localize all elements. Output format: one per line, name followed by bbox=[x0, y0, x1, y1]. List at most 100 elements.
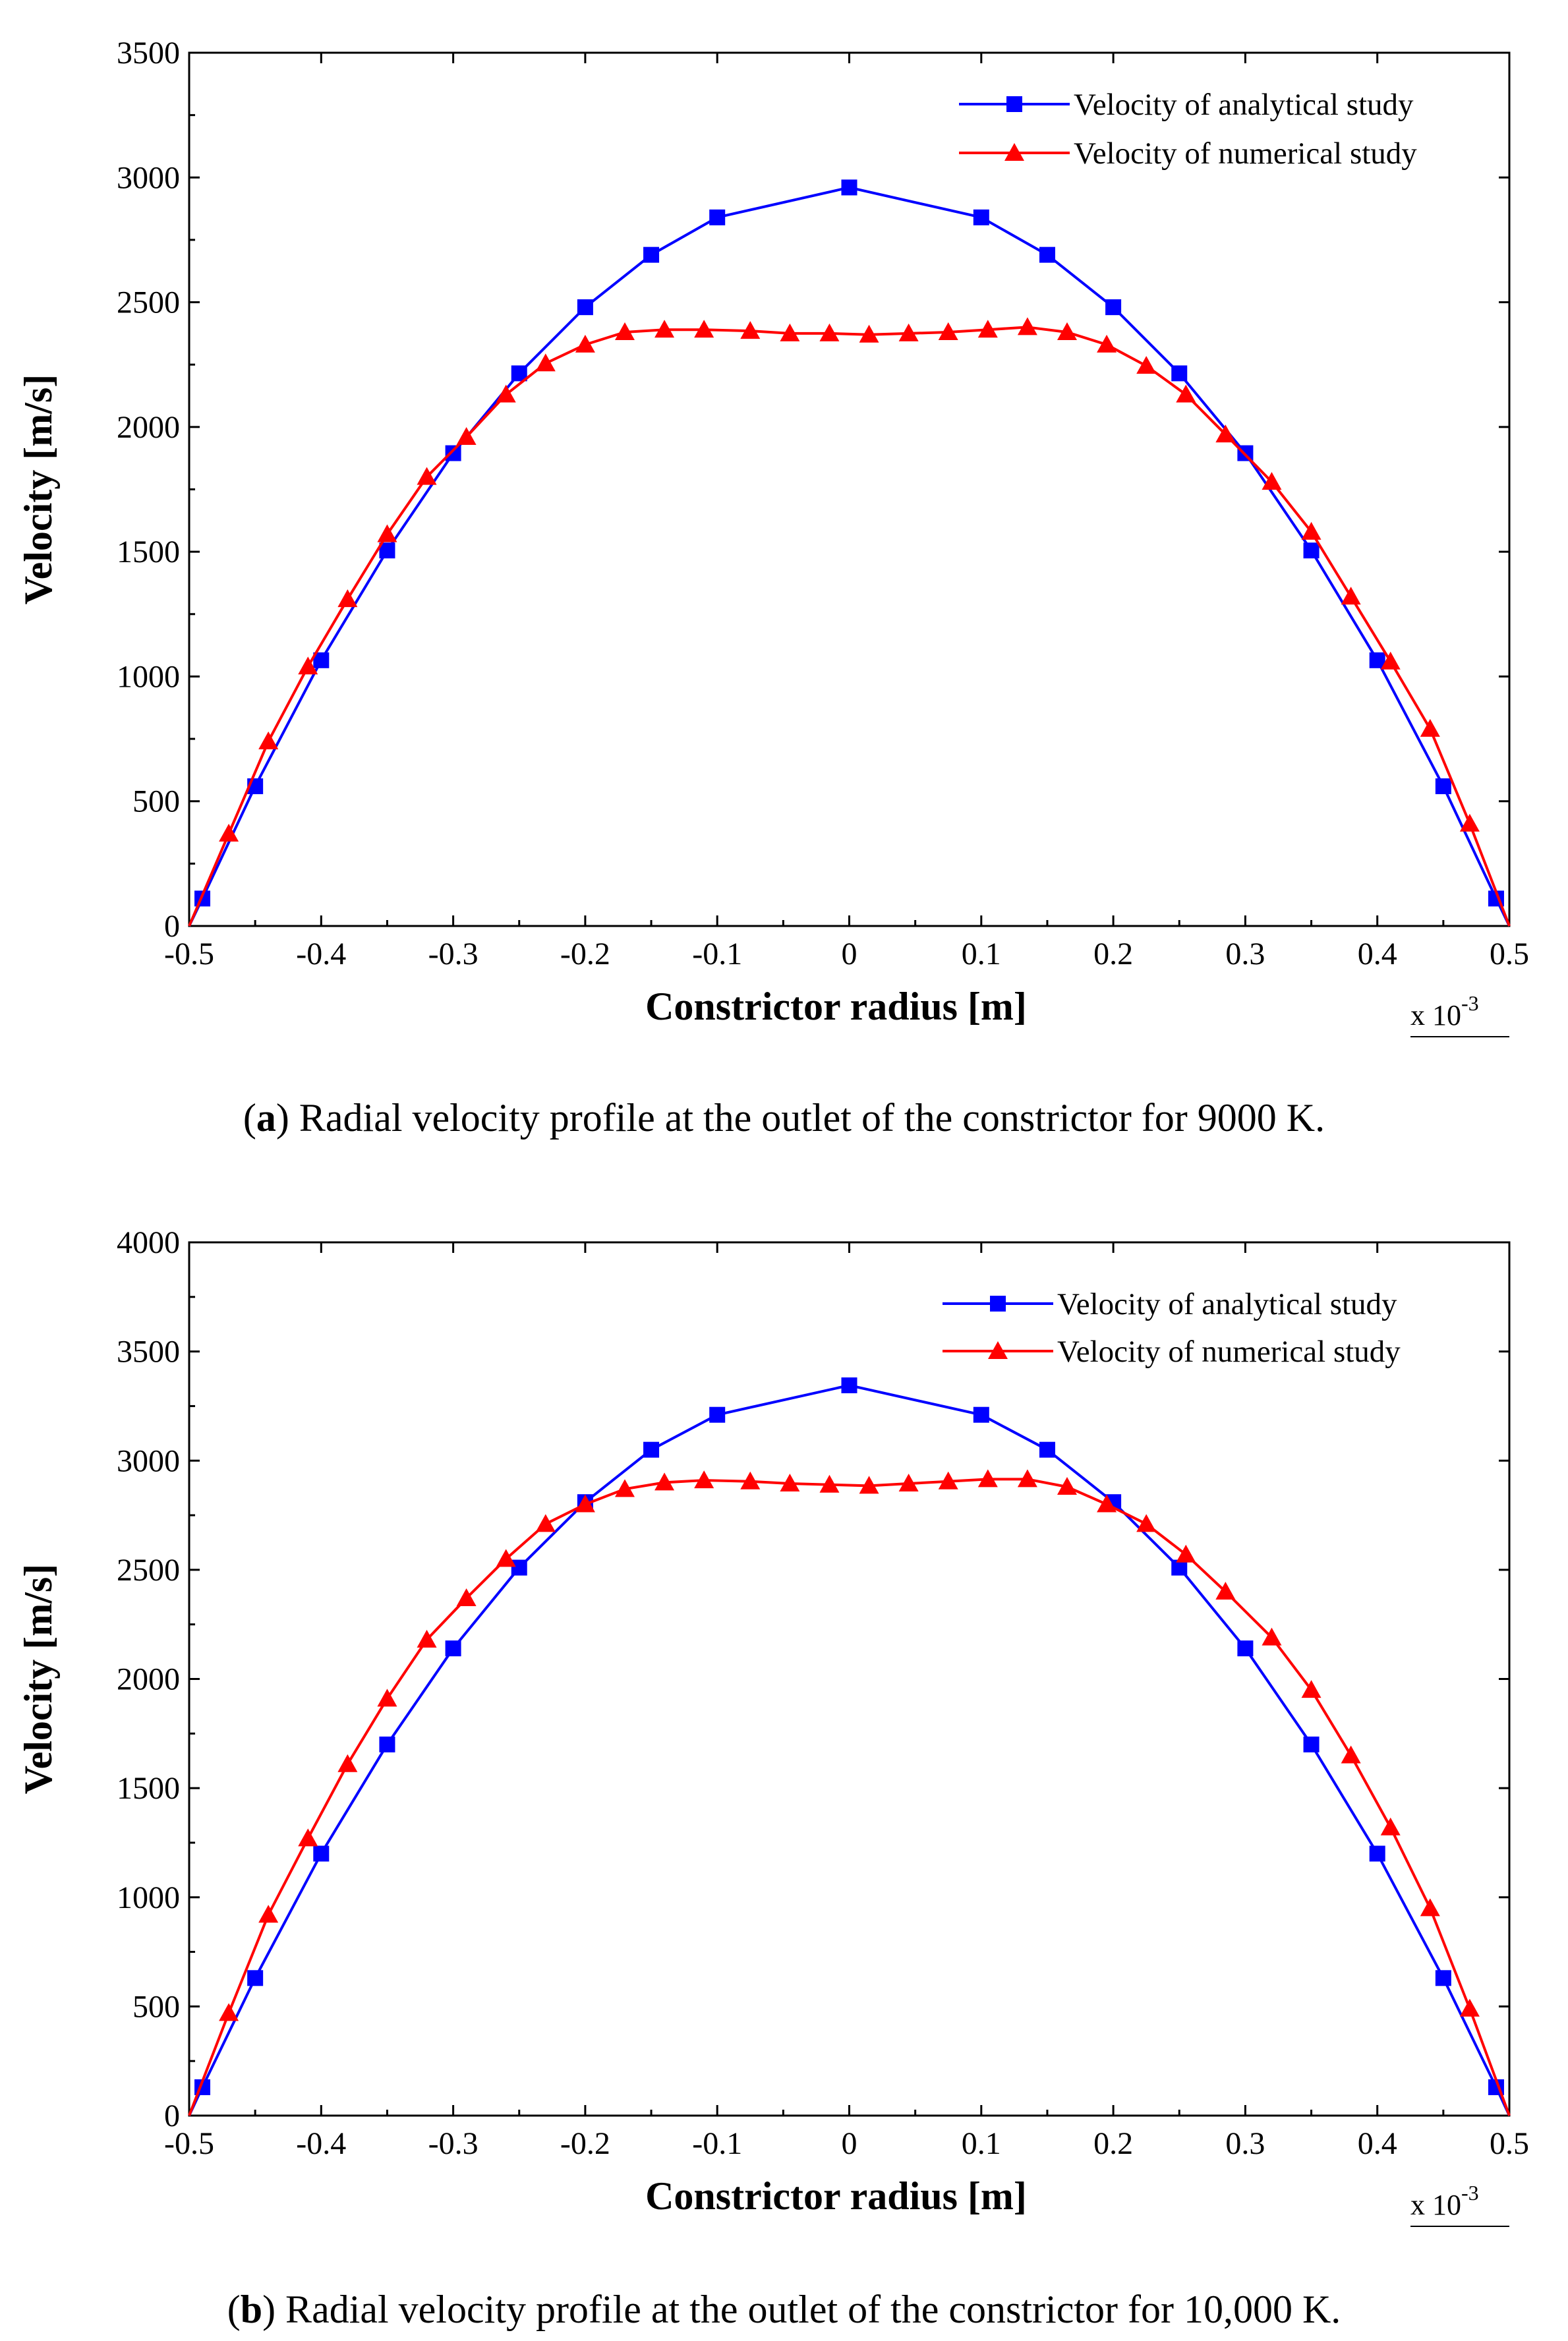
data-point-numerical bbox=[694, 1470, 714, 1489]
data-point-numerical bbox=[654, 1472, 675, 1491]
x-tick-label: 0.4 bbox=[1358, 937, 1397, 971]
y-tick-label: 500 bbox=[132, 1989, 180, 2024]
data-point-numerical bbox=[377, 524, 397, 542]
data-point-numerical bbox=[1097, 1494, 1117, 1513]
y-tick-label: 2000 bbox=[117, 410, 180, 445]
data-point-analytical bbox=[511, 1559, 527, 1576]
x-tick-label: -0.1 bbox=[692, 937, 742, 971]
data-point-analytical bbox=[973, 209, 989, 225]
y-tick-label: 3000 bbox=[117, 1443, 180, 1478]
x-tick-label: 0.1 bbox=[962, 2126, 1001, 2161]
data-point-analytical bbox=[973, 1406, 989, 1423]
y-axis-title: Velocity [m/s] bbox=[16, 374, 60, 604]
data-point-numerical bbox=[298, 1828, 318, 1847]
y-tick-label: 2500 bbox=[117, 1553, 180, 1588]
data-point-numerical bbox=[337, 589, 358, 608]
caption-a-text: ) Radial velocity profile at the outlet … bbox=[276, 1096, 1325, 1140]
data-point-numerical bbox=[1262, 472, 1282, 490]
x-multiplier: x 10-3 bbox=[1410, 991, 1479, 1031]
data-point-analytical bbox=[1039, 246, 1055, 263]
x-tick-label: -0.4 bbox=[296, 937, 346, 971]
data-point-numerical bbox=[1136, 356, 1157, 374]
data-point-numerical bbox=[1341, 587, 1361, 605]
data-point-analytical bbox=[1039, 1441, 1055, 1458]
data-point-numerical bbox=[1420, 718, 1440, 737]
data-point-analytical bbox=[643, 1441, 660, 1458]
series-analytical bbox=[188, 179, 1511, 927]
data-point-numerical bbox=[898, 1474, 919, 1492]
legend-label: Velocity of analytical study bbox=[1074, 88, 1414, 122]
y-tick-label: 2500 bbox=[117, 285, 180, 320]
series-numerical bbox=[188, 317, 1511, 927]
data-point-numerical bbox=[496, 384, 516, 403]
data-point-analytical bbox=[445, 1640, 461, 1657]
plot-frame bbox=[188, 1241, 1511, 2117]
y-tick-label: 4000 bbox=[117, 1225, 180, 1260]
data-point-analytical bbox=[1303, 542, 1320, 559]
data-point-numerical bbox=[1097, 334, 1117, 353]
y-tick-label: 1500 bbox=[117, 535, 180, 569]
x-tick-label: -0.5 bbox=[164, 937, 214, 971]
x-multiplier-base: x 10 bbox=[1410, 999, 1461, 1031]
data-point-numerical bbox=[219, 2003, 239, 2021]
data-point-numerical bbox=[1341, 1745, 1361, 1764]
data-point-numerical bbox=[1420, 1898, 1440, 1917]
data-point-numerical bbox=[575, 334, 595, 353]
x-tick-label: -0.3 bbox=[428, 2126, 479, 2161]
caption-a-letter: a bbox=[256, 1096, 276, 1140]
data-point-numerical bbox=[694, 320, 714, 338]
data-point-analytical bbox=[841, 1377, 857, 1393]
data-point-numerical bbox=[219, 823, 239, 842]
data-point-analytical bbox=[247, 1970, 264, 1986]
data-point-numerical bbox=[614, 1479, 635, 1497]
data-point-numerical bbox=[1380, 651, 1401, 670]
data-point-numerical bbox=[1017, 1469, 1037, 1488]
data-point-numerical bbox=[898, 323, 919, 341]
y-tick-label: 1000 bbox=[117, 659, 180, 694]
x-tick-label: -0.2 bbox=[560, 2126, 610, 2161]
legend-entry-numerical: Velocity of numerical study bbox=[959, 136, 1417, 171]
y-tick-label: 2000 bbox=[117, 1662, 180, 1697]
data-point-analytical bbox=[1435, 1970, 1451, 1986]
data-point-numerical bbox=[654, 320, 675, 338]
data-point-analytical bbox=[1303, 1736, 1320, 1752]
data-point-numerical bbox=[1017, 317, 1037, 335]
x-multiplier: x 10-3 bbox=[1410, 2181, 1479, 2221]
series-numerical bbox=[188, 1469, 1511, 2116]
legend-entry-numerical: Velocity of numerical study bbox=[943, 1335, 1401, 1369]
y-tick-label: 1000 bbox=[117, 1880, 180, 1915]
x-tick-label: 0.4 bbox=[1358, 2126, 1397, 2161]
data-point-numerical bbox=[780, 323, 800, 341]
data-point-analytical bbox=[445, 445, 461, 461]
data-point-numerical bbox=[1176, 1544, 1196, 1563]
legend-marker bbox=[1004, 143, 1024, 161]
data-point-analytical bbox=[709, 209, 726, 225]
data-point-numerical bbox=[1057, 322, 1077, 340]
caption-a: (a) Radial velocity profile at the outle… bbox=[243, 1096, 1325, 1140]
y-tick-label: 3000 bbox=[117, 160, 180, 195]
data-point-numerical bbox=[1301, 521, 1321, 540]
data-point-numerical bbox=[740, 321, 761, 339]
data-point-numerical bbox=[859, 1476, 879, 1494]
x-tick-label: 0.2 bbox=[1093, 937, 1133, 971]
data-point-analytical bbox=[709, 1406, 726, 1423]
data-point-numerical bbox=[258, 731, 279, 749]
x-tick-label: -0.1 bbox=[692, 2126, 742, 2161]
legend-marker bbox=[988, 1341, 1008, 1359]
data-point-numerical bbox=[1215, 424, 1236, 443]
x-multiplier-exp: -3 bbox=[1461, 991, 1479, 1015]
y-axis-title: Velocity [m/s] bbox=[16, 1564, 60, 1794]
caption-b-text: ) Radial velocity profile at the outlet … bbox=[262, 2288, 1341, 2331]
data-point-numerical bbox=[377, 1689, 397, 1707]
data-point-analytical bbox=[1105, 299, 1122, 316]
legend-marker bbox=[1006, 96, 1022, 112]
chart-a: -0.5 -0.4 -0.3 -0.2 -0.1 0 0.1 0.2 0.3 0.4 0.5 0 500… bbox=[16, 36, 1529, 1037]
data-point-numerical bbox=[337, 1754, 358, 1772]
x-tick-label: -0.3 bbox=[428, 937, 479, 971]
chart-b: -0.5 -0.4 -0.3 -0.2 -0.1 0 0.1 0.2 0.3 0.4 0.5 0 500… bbox=[16, 1225, 1529, 2227]
series-line-numerical bbox=[188, 326, 1511, 927]
data-point-numerical bbox=[977, 1469, 998, 1488]
data-point-analytical bbox=[1369, 1845, 1385, 1862]
data-point-numerical bbox=[859, 324, 879, 343]
